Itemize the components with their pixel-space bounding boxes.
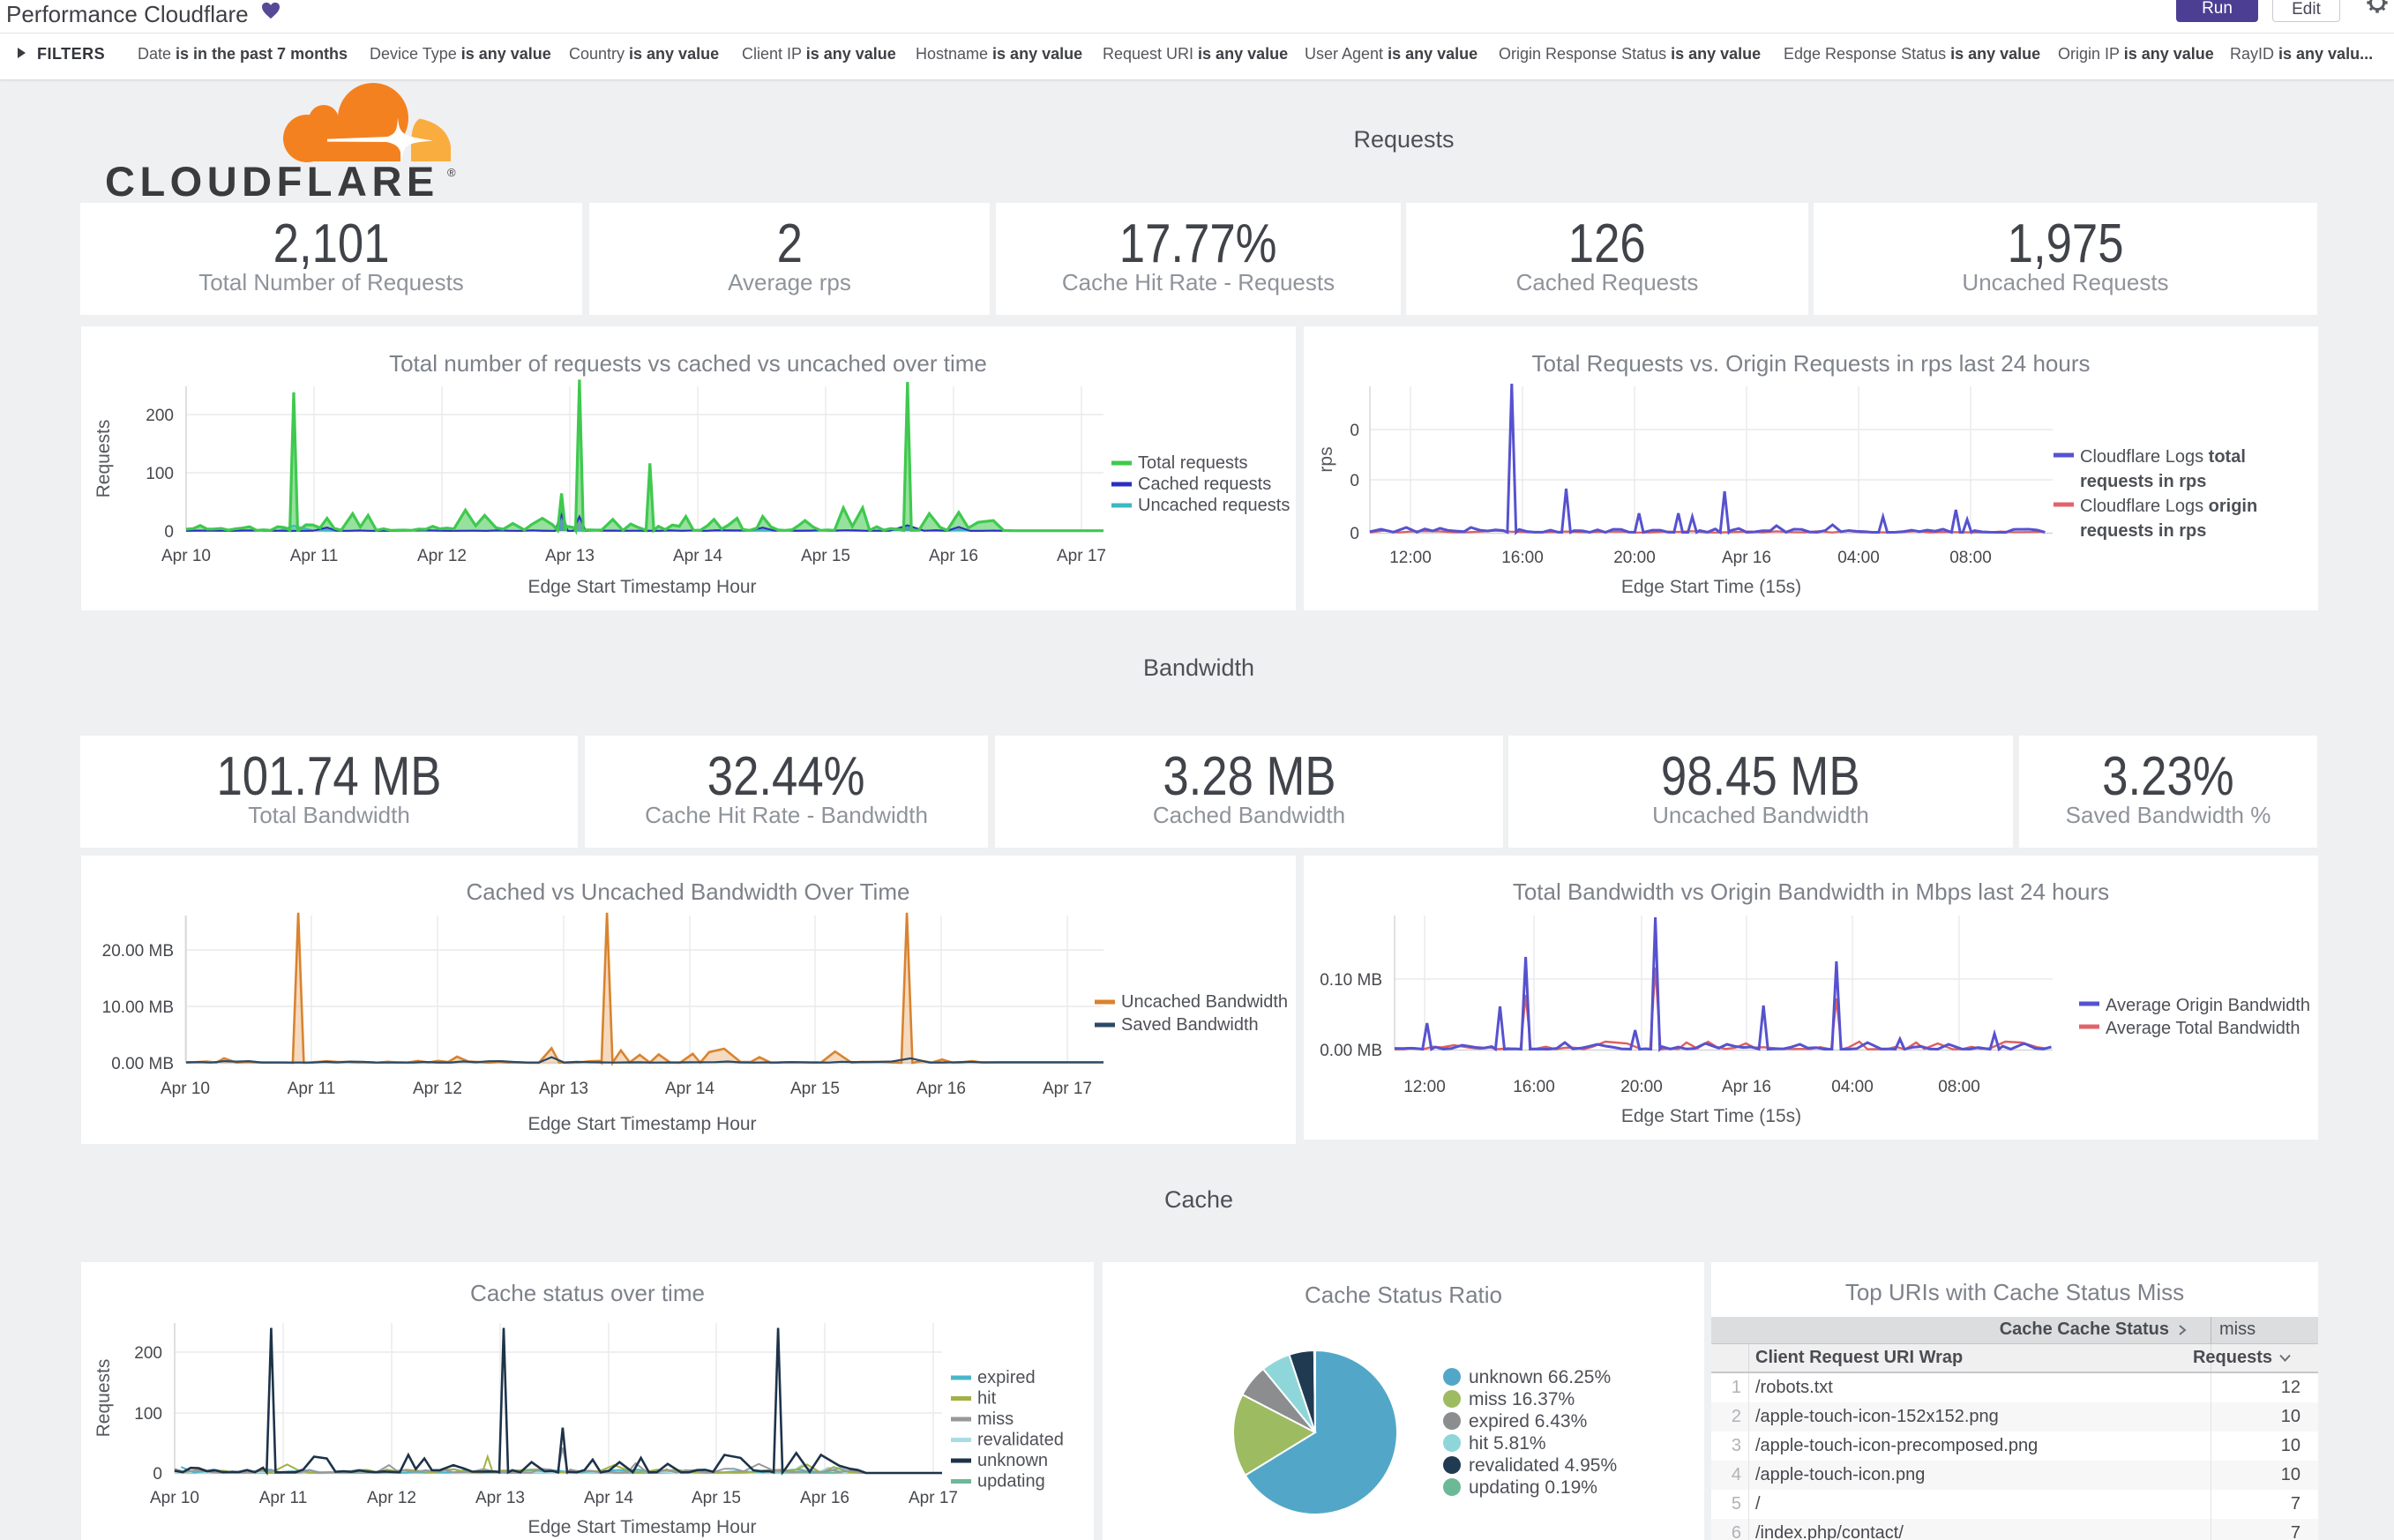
svg-text:CLOUDFLARE: CLOUDFLARE [105, 158, 439, 205]
svg-text:Total number of requests vs ca: Total number of requests vs cached vs un… [389, 350, 987, 377]
svg-text:revalidated 4.95%: revalidated 4.95% [1469, 1455, 1617, 1476]
svg-text:10.00 MB: 10.00 MB [102, 998, 174, 1017]
svg-text:Apr 17: Apr 17 [1057, 547, 1106, 565]
svg-text:miss: miss [977, 1409, 1014, 1429]
svg-text:Average Origin Bandwidth: Average Origin Bandwidth [2106, 996, 2310, 1015]
svg-text:Apr 15: Apr 15 [801, 547, 850, 565]
svg-text:Requests: Requests [94, 1359, 114, 1438]
svg-text:Apr 17: Apr 17 [909, 1489, 958, 1507]
svg-text:hit 5.81%: hit 5.81% [1469, 1433, 1546, 1454]
svg-text:Apr 12: Apr 12 [367, 1489, 416, 1507]
svg-text:12:00: 12:00 [1403, 1078, 1446, 1096]
svg-text:Apr 13: Apr 13 [475, 1489, 525, 1507]
svg-text:0: 0 [1350, 422, 1359, 440]
svg-text:0: 0 [1350, 472, 1359, 490]
svg-text:Edge Start Timestamp Hour: Edge Start Timestamp Hour [527, 1114, 756, 1134]
svg-text:Edge Start Timestamp Hour: Edge Start Timestamp Hour [527, 1517, 756, 1537]
svg-text:Cache status over time: Cache status over time [470, 1280, 705, 1306]
svg-text:hit: hit [977, 1389, 997, 1409]
svg-text:Apr 17: Apr 17 [1043, 1080, 1092, 1098]
svg-text:expired: expired [977, 1368, 1036, 1387]
svg-text:200: 200 [134, 1344, 162, 1363]
svg-text:requests in rps: requests in rps [2080, 521, 2206, 541]
svg-text:Edge Start Time (15s): Edge Start Time (15s) [1621, 577, 1801, 597]
svg-text:Apr 14: Apr 14 [673, 547, 722, 565]
svg-text:0.00 MB: 0.00 MB [111, 1055, 174, 1073]
svg-text:0: 0 [164, 523, 174, 542]
svg-text:Total requests: Total requests [1138, 453, 1248, 473]
svg-text:Total Bandwidth vs Origin Band: Total Bandwidth vs Origin Bandwidth in M… [1513, 878, 2109, 905]
svg-text:Apr 12: Apr 12 [417, 547, 467, 565]
svg-text:20.00 MB: 20.00 MB [102, 942, 174, 961]
svg-text:Apr 15: Apr 15 [790, 1080, 840, 1098]
svg-text:16:00: 16:00 [1513, 1078, 1555, 1096]
svg-text:0.10 MB: 0.10 MB [1320, 971, 1382, 990]
svg-text:20:00: 20:00 [1613, 549, 1656, 567]
svg-text:Apr 16: Apr 16 [929, 547, 978, 565]
svg-text:requests in rps: requests in rps [2080, 472, 2206, 491]
svg-text:200: 200 [146, 407, 174, 425]
svg-text:Apr 10: Apr 10 [161, 547, 211, 565]
svg-text:Apr 13: Apr 13 [539, 1080, 588, 1098]
svg-text:0: 0 [1350, 525, 1359, 543]
svg-text:100: 100 [134, 1405, 162, 1424]
svg-text:Apr 13: Apr 13 [545, 547, 595, 565]
svg-text:Uncached Bandwidth: Uncached Bandwidth [1121, 992, 1288, 1012]
svg-text:12:00: 12:00 [1389, 549, 1432, 567]
svg-text:100: 100 [146, 465, 174, 483]
svg-text:®: ® [447, 166, 456, 179]
svg-text:08:00: 08:00 [1949, 549, 1992, 567]
svg-text:Apr 16: Apr 16 [1722, 549, 1771, 567]
svg-text:Apr 14: Apr 14 [584, 1489, 633, 1507]
svg-text:08:00: 08:00 [1938, 1078, 1980, 1096]
svg-text:Cloudflare Logs origin: Cloudflare Logs origin [2080, 497, 2257, 516]
svg-text:0.00 MB: 0.00 MB [1320, 1042, 1382, 1060]
svg-text:Cache Status Ratio: Cache Status Ratio [1305, 1282, 1502, 1308]
svg-text:04:00: 04:00 [1831, 1078, 1874, 1096]
svg-text:rps: rps [1316, 446, 1336, 472]
svg-text:Uncached requests: Uncached requests [1138, 496, 1290, 515]
svg-text:Saved Bandwidth: Saved Bandwidth [1121, 1015, 1259, 1035]
svg-text:unknown 66.25%: unknown 66.25% [1469, 1367, 1611, 1387]
svg-text:Apr 16: Apr 16 [916, 1080, 966, 1098]
svg-text:miss 16.37%: miss 16.37% [1469, 1389, 1575, 1409]
svg-text:Apr 11: Apr 11 [290, 547, 339, 565]
svg-text:16:00: 16:00 [1501, 549, 1544, 567]
svg-text:04:00: 04:00 [1837, 549, 1880, 567]
svg-text:unknown: unknown [977, 1451, 1048, 1470]
svg-text:revalidated: revalidated [977, 1431, 1064, 1450]
svg-text:Total Requests vs. Origin Requ: Total Requests vs. Origin Requests in rp… [1532, 350, 2091, 377]
svg-text:updating 0.19%: updating 0.19% [1469, 1477, 1597, 1498]
svg-text:Edge Start Timestamp Hour: Edge Start Timestamp Hour [527, 577, 756, 597]
svg-text:Apr 10: Apr 10 [150, 1489, 199, 1507]
svg-text:Apr 12: Apr 12 [413, 1080, 462, 1098]
svg-text:20:00: 20:00 [1620, 1078, 1663, 1096]
svg-text:Requests: Requests [94, 420, 114, 498]
svg-text:Average Total Bandwidth: Average Total Bandwidth [2106, 1019, 2300, 1038]
svg-text:Apr 11: Apr 11 [259, 1489, 308, 1507]
svg-text:Apr 16: Apr 16 [800, 1489, 849, 1507]
svg-text:Cloudflare Logs total: Cloudflare Logs total [2080, 447, 2246, 467]
svg-text:Apr 15: Apr 15 [692, 1489, 741, 1507]
svg-text:Apr 11: Apr 11 [288, 1080, 336, 1098]
svg-text:Apr 10: Apr 10 [161, 1080, 210, 1098]
svg-text:Apr 14: Apr 14 [665, 1080, 714, 1098]
svg-text:Cached vs Uncached Bandwidth O: Cached vs Uncached Bandwidth Over Time [467, 878, 910, 905]
svg-text:0: 0 [153, 1465, 162, 1484]
svg-text:updating: updating [977, 1472, 1045, 1491]
svg-text:Edge Start Time (15s): Edge Start Time (15s) [1621, 1106, 1801, 1126]
svg-text:Apr 16: Apr 16 [1722, 1078, 1771, 1096]
svg-text:expired 6.43%: expired 6.43% [1469, 1411, 1587, 1432]
svg-text:Cached requests: Cached requests [1138, 475, 1271, 494]
